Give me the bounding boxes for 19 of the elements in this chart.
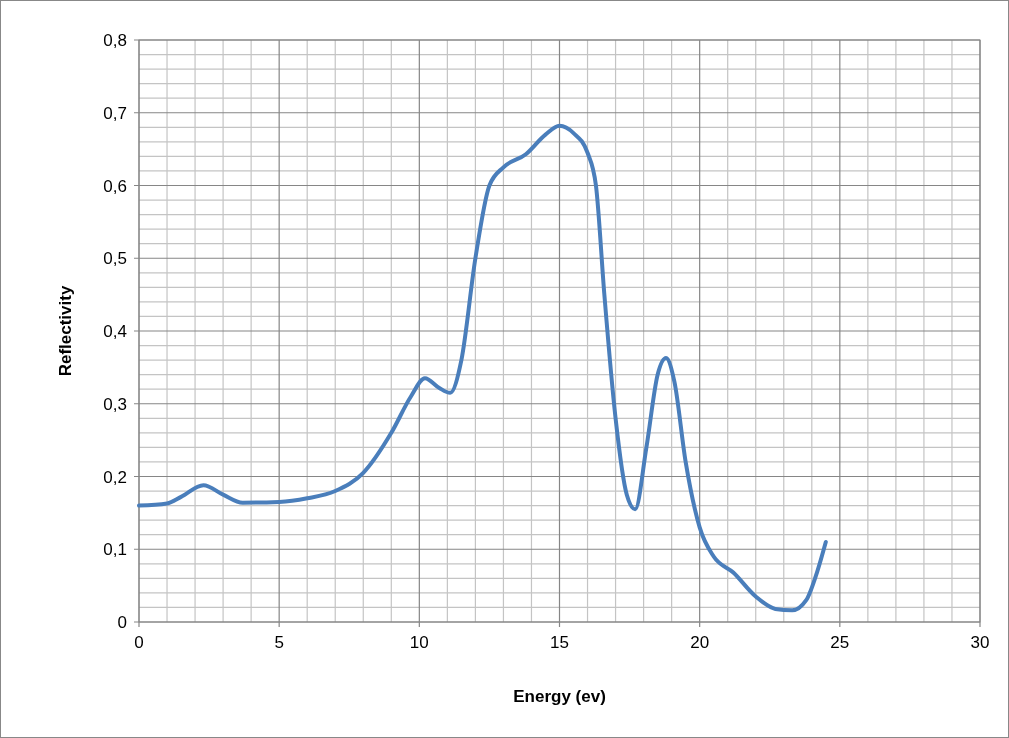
y-tick-label: 0,7 [103,103,127,123]
y-axis-title: Reflectivity [56,285,75,377]
y-tick-label: 0,3 [103,394,127,414]
y-tick-label: 0,8 [103,31,127,50]
line-series [137,123,828,613]
x-tick-label: 30 [970,633,990,652]
x-tick-label: 15 [550,633,569,652]
x-tick-label: 25 [830,633,850,652]
x-axis-title: Energy (ev) [513,687,606,706]
y-tick-label: 0,4 [103,322,127,341]
x-tick-label: 20 [690,633,710,652]
x-tick-label: 10 [409,633,429,652]
y-tick-label: 0 [117,613,127,632]
y-tick-label: 0,6 [103,176,127,196]
x-tick-label: 0 [134,633,144,652]
y-tick-label: 0,5 [103,249,127,269]
x-tick-label: 5 [274,633,284,652]
y-tick-label: 0,1 [103,540,127,560]
y-tick-label: 0,2 [103,467,127,487]
